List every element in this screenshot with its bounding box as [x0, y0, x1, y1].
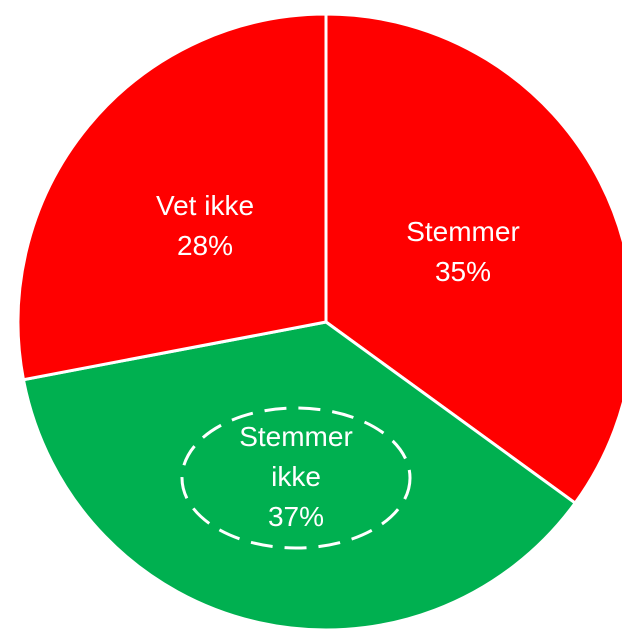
slice-label: Stemmer 35%	[363, 212, 563, 292]
slice-value: 28%	[176, 230, 234, 261]
slice-label: Vet ikke 28%	[105, 186, 305, 266]
pie-slice	[324, 12, 622, 506]
slice-label: Stemmer ikke 37%	[226, 417, 366, 537]
slice-value: 37%	[267, 501, 325, 532]
slices	[16, 12, 622, 629]
pie-slice	[16, 12, 328, 382]
slice-name: Stemmer	[406, 216, 520, 247]
slice-value: 35%	[434, 256, 492, 287]
slice-name: Stemmer ikke	[239, 421, 353, 492]
label-highlight	[180, 406, 412, 550]
slice-name: Vet ikke	[155, 190, 255, 221]
pie-slice	[21, 320, 578, 629]
